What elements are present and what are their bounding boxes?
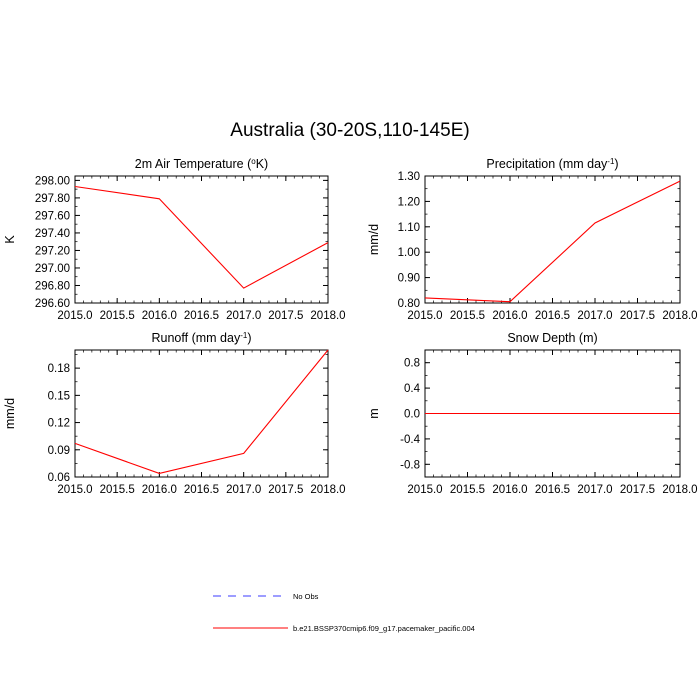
panel-3-xtick-label: 2016.0 — [142, 484, 177, 496]
panel-3-ytick-label: 0.15 — [48, 390, 70, 402]
panel-4-xtick-label: 2017.0 — [577, 484, 612, 496]
figure-title: Australia (30-20S,110-145E) — [230, 120, 470, 141]
panel-4-xtick-label: 2015.0 — [407, 484, 442, 496]
panel-4-xtick-label: 2018.0 — [662, 484, 697, 496]
panel-1-xtick-label: 2018.0 — [310, 310, 345, 322]
panel-2-title: Precipitation (mm day-1) — [486, 157, 618, 172]
panel-1-series-line-1 — [74, 185, 329, 289]
panel-3-xtick-label: 2017.5 — [268, 484, 303, 496]
panel-4-ytick-label: -0.8 — [400, 459, 420, 471]
panel-3-ytick-label: 0.18 — [48, 363, 70, 375]
panel-3-ylabel: mm/d — [3, 398, 17, 429]
panel-2-ytick-label: 1.30 — [398, 171, 420, 183]
panel-4-ytick-label: -0.4 — [400, 434, 420, 446]
panel-1-ytick-label: 297.00 — [35, 263, 70, 275]
panel-1-ytick-label: 297.40 — [35, 228, 70, 240]
panel-4-xtick-label: 2016.5 — [535, 484, 570, 496]
panel-1-xtick-label: 2015.0 — [57, 310, 92, 322]
panel-1-ytick-label: 296.60 — [35, 298, 70, 310]
panel-2-ytick-label: 1.10 — [398, 222, 420, 234]
panel-3-xtick-label: 2018.0 — [310, 484, 345, 496]
panel-1-xtick-label: 2016.5 — [184, 310, 219, 322]
panel-4-xtick-label: 2017.5 — [620, 484, 655, 496]
panel-2-series-line-1 — [424, 180, 681, 303]
panel-2-ytick-label: 0.90 — [398, 273, 420, 285]
panel-2-xtick-label: 2016.0 — [492, 310, 527, 322]
panel-2-xtick-label: 2015.5 — [450, 310, 485, 322]
panel-2-xtick-label: 2017.0 — [577, 310, 612, 322]
panel-1-xtick-label: 2017.5 — [268, 310, 303, 322]
panel-4-title: Snow Depth (m) — [507, 331, 597, 345]
panel-4-ytick-label: 0.8 — [404, 358, 420, 370]
panel-1-ytick-label: 298.00 — [35, 175, 70, 187]
panel-3-ytick-label: 0.09 — [48, 445, 70, 457]
panel-3-xtick-label: 2015.0 — [57, 484, 92, 496]
panel-1-ytick-label: 297.60 — [35, 210, 70, 222]
legend-label-2: b.e21.BSSP370cmip6.f09_g17.pacemaker_pac… — [293, 624, 475, 633]
panel-2-ylabel: mm/d — [367, 224, 381, 255]
panel-1-xtick-label: 2017.0 — [226, 310, 261, 322]
panel-3-ytick-label: 0.06 — [48, 472, 70, 484]
panel-3-ytick-label: 0.12 — [48, 418, 70, 430]
panel-1-ytick-label: 297.20 — [35, 245, 70, 257]
panel-4-ytick-label: 0.4 — [404, 383, 421, 395]
panel-1-xtick-label: 2016.0 — [142, 310, 177, 322]
panel-2-xtick-label: 2018.0 — [662, 310, 697, 322]
panel-1-xtick-label: 2015.5 — [100, 310, 135, 322]
panel-4-xtick-label: 2015.5 — [450, 484, 485, 496]
panel-3-series-line-1 — [74, 349, 329, 474]
panel-2-xtick-label: 2017.5 — [620, 310, 655, 322]
panel-4-ytick-label: 0.0 — [404, 409, 420, 421]
panel-3-xtick-label: 2017.0 — [226, 484, 261, 496]
panel-4-xtick-label: 2016.0 — [492, 484, 527, 496]
panel-1-ylabel: K — [3, 235, 17, 244]
panel-2-ytick-label: 1.20 — [398, 196, 420, 208]
panel-2-xtick-label: 2016.5 — [535, 310, 570, 322]
panel-3-xtick-label: 2016.5 — [184, 484, 219, 496]
panel-3-title: Runoff (mm day-1) — [152, 331, 252, 346]
panel-2-ytick-label: 0.80 — [398, 298, 420, 310]
panel-3-xtick-label: 2015.5 — [100, 484, 135, 496]
panel-4-ylabel: m — [367, 408, 381, 418]
panel-2-ytick-label: 1.00 — [398, 247, 420, 259]
panel-1-ytick-label: 297.80 — [35, 193, 70, 205]
panel-1-frame — [74, 175, 329, 304]
panel-2-xtick-label: 2015.0 — [407, 310, 442, 322]
panel-3-frame — [74, 349, 329, 478]
legend-label-1: No Obs — [293, 592, 319, 601]
panel-1-ytick-label: 296.80 — [35, 280, 70, 292]
panel-2-frame — [424, 175, 681, 304]
panel-1-title: 2m Air Temperature (oK) — [135, 157, 268, 172]
